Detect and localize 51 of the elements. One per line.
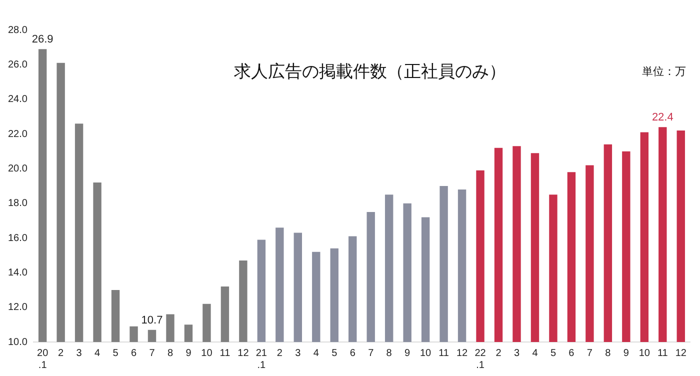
- x-tick-label: 10: [201, 348, 213, 359]
- x-tick-label: 10: [420, 348, 432, 359]
- x-tick-label: 20 .1: [37, 348, 49, 371]
- x-tick-label: 7: [149, 348, 156, 359]
- x-tick-label: 2: [496, 348, 502, 359]
- x-tick-label: 3: [295, 348, 302, 359]
- x-tick-label: 5: [112, 348, 119, 359]
- x-tick-label: 5: [332, 348, 338, 359]
- x-tick-label: 4: [532, 348, 538, 359]
- x-tick-label: 12: [675, 348, 687, 359]
- x-tick-label: 6: [568, 348, 575, 359]
- x-tick-label: 11: [657, 348, 668, 359]
- x-tick-label: 12: [456, 348, 468, 359]
- y-tick-label: 26.0: [8, 59, 28, 70]
- x-tick-label: 2: [276, 348, 283, 359]
- y-tick-label: 12.0: [8, 302, 28, 314]
- data-label: 26.9: [32, 34, 54, 46]
- y-tick-label: 10.0: [8, 336, 28, 348]
- x-tick-label: 7: [368, 348, 374, 359]
- x-tick-label: 5: [550, 348, 556, 359]
- x-tick-label: 4: [94, 348, 101, 359]
- x-tick-label: 8: [386, 348, 392, 359]
- x-tick-label: 11: [220, 348, 231, 359]
- x-tick-label: 9: [186, 348, 192, 359]
- x-tick-label: 8: [167, 348, 174, 359]
- y-tick-label: 24.0: [8, 94, 28, 106]
- y-tick-label: 18.0: [8, 198, 28, 210]
- text: 求人広告の掲載件数（正社員のみ）: [233, 61, 507, 83]
- annotation: 単位：万: [642, 64, 686, 79]
- x-tick-label: 22 .1: [474, 348, 486, 371]
- y-tick-label: 16.0: [8, 232, 28, 244]
- data-label: 10.7: [141, 314, 163, 326]
- data-label: 22.4: [652, 112, 674, 124]
- x-tick-label: 10: [638, 348, 650, 359]
- x-tick-label: 6: [350, 348, 356, 359]
- x-tick-label: 2: [58, 348, 64, 359]
- x-tick-label: 21 .1: [256, 348, 268, 371]
- x-tick-label: 9: [404, 348, 411, 359]
- x-tick-label: 8: [605, 348, 612, 359]
- y-tick-label: 22.0: [8, 128, 28, 140]
- y-tick-label: 20.0: [8, 163, 28, 174]
- x-tick-label: 3: [514, 348, 520, 359]
- x-tick-label: 9: [623, 348, 630, 359]
- y-tick-label: 14.0: [8, 267, 28, 278]
- x-tick-label: 12: [238, 348, 250, 359]
- x-tick-label: 6: [130, 348, 137, 359]
- x-tick-label: 7: [586, 348, 593, 359]
- x-tick-label: 4: [313, 348, 320, 359]
- y-tick-label: 28.0: [8, 24, 28, 36]
- x-tick-label: 11: [438, 348, 450, 359]
- x-tick-label: 3: [76, 348, 82, 359]
